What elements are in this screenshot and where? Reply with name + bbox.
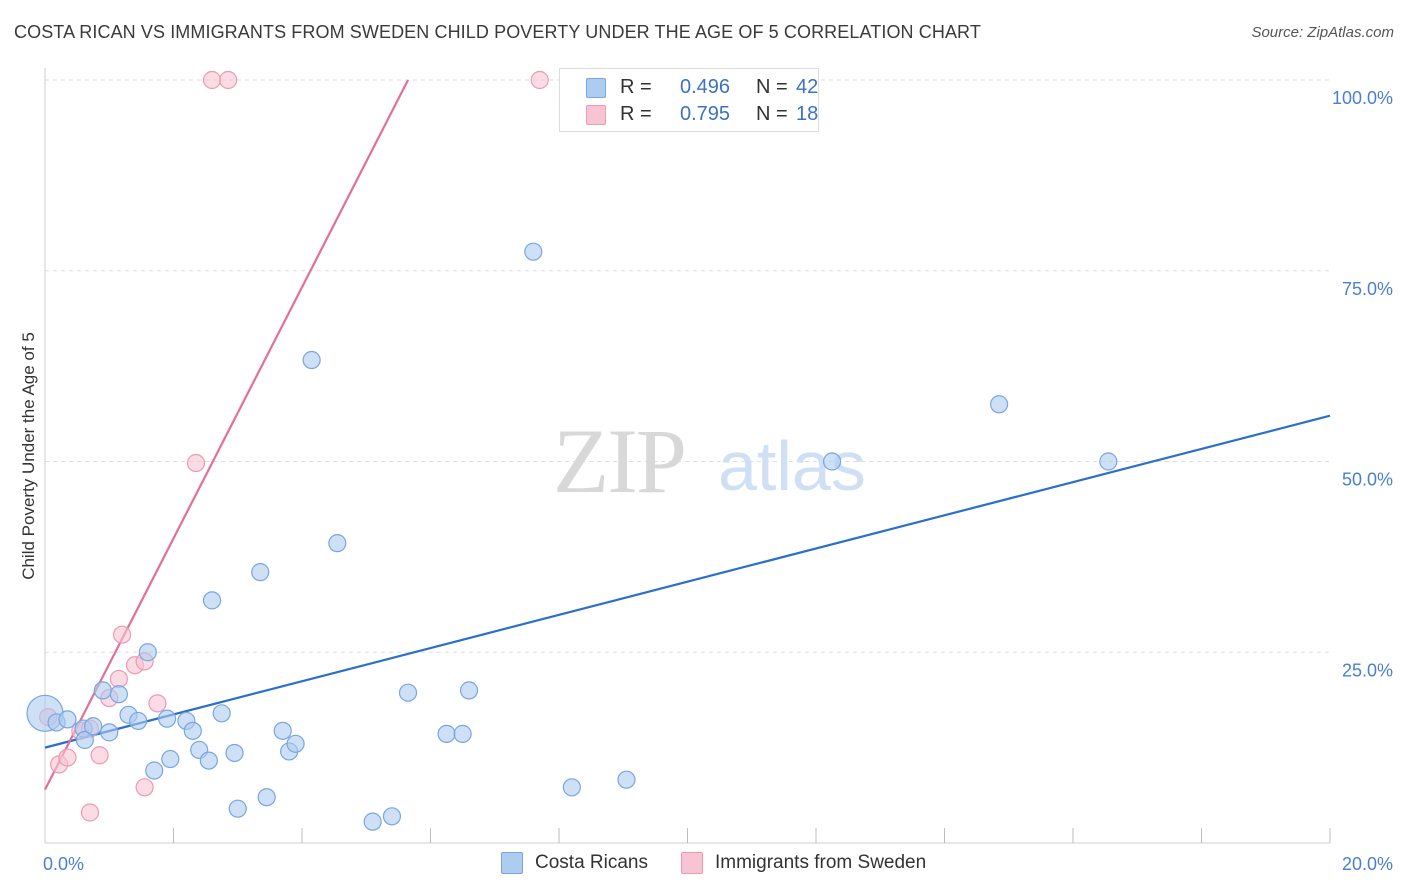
data-point-costa-ricans: [398, 683, 418, 702]
data-point-costa-ricans: [286, 734, 305, 753]
data-point-costa-ricans: [990, 395, 1009, 414]
data-point-sweden: [80, 803, 100, 822]
data-point-costa-ricans: [212, 704, 231, 723]
data-point-costa-ricans: [225, 743, 244, 763]
series-label-sweden: Immigrants from Sweden: [715, 852, 927, 873]
y-tick-label: 100.0%: [1332, 88, 1393, 108]
data-point-sweden: [186, 453, 206, 473]
series-swatch-blue: [501, 852, 523, 874]
legend-r-label: R =: [620, 102, 652, 125]
watermark-atlas: atlas: [718, 427, 866, 505]
data-point-costa-ricans: [1099, 452, 1118, 471]
data-point-costa-ricans: [161, 749, 180, 769]
data-point-costa-ricans: [822, 452, 842, 471]
source-credit: Source: ZipAtlas.com: [1251, 24, 1394, 41]
data-point-costa-ricans: [382, 807, 402, 826]
data-point-sweden: [90, 746, 109, 765]
data-point-costa-ricans: [157, 709, 177, 728]
trend-line-sweden: [44, 79, 409, 791]
legend-swatch-pink: [586, 105, 606, 125]
x-tick-label: 20.0%: [1342, 854, 1393, 874]
data-point-costa-ricans: [109, 685, 128, 704]
data-point-costa-ricans: [58, 710, 77, 729]
data-point-sweden: [58, 748, 77, 767]
data-point-costa-ricans: [363, 812, 382, 831]
data-point-costa-ricans: [453, 724, 472, 743]
y-tick-label: 50.0%: [1342, 470, 1393, 490]
legend-swatch-blue: [586, 78, 606, 98]
data-point-costa-ricans: [75, 730, 94, 750]
legend-n-label: N =: [756, 102, 788, 125]
data-point-sweden: [135, 778, 154, 797]
data-point-costa-ricans: [202, 591, 222, 610]
x-tick-label: 0.0%: [43, 854, 84, 874]
data-point-costa-ricans: [437, 724, 456, 743]
series-label-costa-ricans: Costa Ricans: [535, 852, 648, 873]
axes: [44, 68, 1331, 844]
data-point-costa-ricans: [302, 350, 321, 370]
legend-n-value: 42: [796, 75, 819, 98]
data-point-costa-ricans: [459, 681, 479, 700]
trend-lines: [44, 79, 1331, 791]
data-point-sweden: [109, 669, 128, 689]
data-point-costa-ricans: [617, 770, 636, 789]
trend-line-costa-ricans: [44, 414, 1331, 749]
data-point-sweden: [202, 70, 222, 90]
data-point-costa-ricans: [562, 778, 581, 797]
chart-title: COSTA RICAN VS IMMIGRANTS FROM SWEDEN CH…: [14, 22, 981, 42]
tick-labels: 25.0% 50.0% 75.0% 100.0% 0.0% 20.0%: [43, 88, 1393, 874]
series-swatch-pink: [681, 852, 703, 874]
data-point-costa-ricans: [129, 711, 148, 731]
data-point-costa-ricans: [273, 721, 292, 740]
y-tick-label: 25.0%: [1342, 660, 1393, 680]
data-point-sweden: [148, 694, 167, 713]
y-tick-label: 75.0%: [1342, 279, 1393, 299]
watermark-zip: ZIP: [553, 410, 685, 512]
gridlines: [45, 79, 1330, 653]
data-point-sweden: [112, 625, 132, 644]
data-point-costa-ricans: [257, 788, 276, 807]
correlation-legend: R = 0.496 N = 42 R = 0.795 N = 18: [559, 68, 819, 132]
legend-r-value: 0.795: [680, 102, 731, 125]
data-point-costa-ricans: [199, 751, 218, 770]
data-point-costa-ricans: [93, 681, 112, 700]
data-point-costa-ricans: [84, 717, 103, 736]
y-axis-title: Child Poverty Under the Age of 5: [19, 332, 38, 580]
legend-r-label: R =: [620, 75, 652, 98]
data-point-costa-ricans: [328, 534, 347, 553]
data-point-sweden: [219, 70, 238, 90]
legend-n-label: N =: [756, 75, 788, 98]
data-point-sweden: [530, 70, 549, 90]
data-point-costa-ricans: [138, 643, 157, 662]
data-point-costa-ricans: [524, 242, 543, 261]
legend-r-value: 0.496: [680, 75, 731, 98]
data-point-costa-ricans: [145, 761, 164, 780]
data-point-costa-ricans: [228, 799, 247, 818]
series-legend-sweden: Immigrants from Sweden: [681, 852, 926, 874]
data-points: [26, 70, 1118, 831]
data-point-costa-ricans: [183, 721, 202, 740]
series-legend-costa-ricans: Costa Ricans: [501, 852, 648, 874]
data-point-costa-ricans: [251, 563, 270, 582]
data-point-costa-ricans: [100, 723, 119, 742]
watermark: ZIP atlas: [553, 410, 866, 512]
legend-n-value: 18: [796, 102, 819, 125]
series-legend: Costa Ricans Immigrants from Sweden: [0, 852, 1406, 878]
